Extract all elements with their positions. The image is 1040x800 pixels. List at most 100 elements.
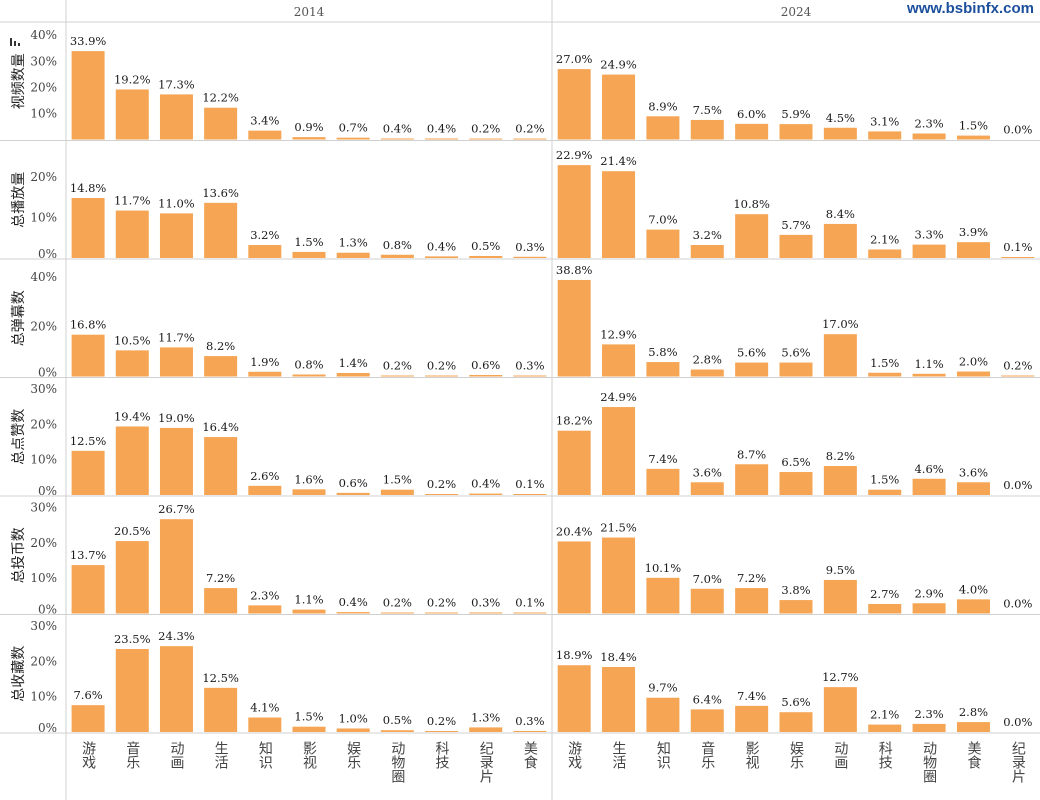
bar-value-label: 27.0% — [556, 52, 593, 66]
bar-value-label: 3.8% — [781, 583, 810, 597]
bar — [115, 350, 149, 377]
bar-value-label: 5.6% — [781, 695, 810, 709]
bar — [557, 279, 591, 377]
bar-value-label: 2.8% — [693, 353, 722, 367]
bar-value-label: 38.8% — [556, 263, 593, 277]
category-label: 影视 — [744, 741, 760, 770]
bar — [336, 612, 370, 614]
column-title: 2014 — [294, 5, 325, 19]
bar-value-label: 24.3% — [158, 629, 195, 643]
bar — [159, 94, 193, 140]
watermark-text: www.bsbinfx.com — [907, 0, 1034, 17]
bar — [248, 245, 282, 258]
bar — [912, 603, 946, 614]
bar-value-label: 2.0% — [959, 355, 988, 369]
bar — [159, 519, 193, 614]
row-label: 总播放量 — [11, 172, 27, 228]
bar-value-label: 7.2% — [206, 571, 235, 585]
bar — [292, 489, 326, 495]
bar-value-label: 8.7% — [737, 447, 766, 461]
bar-value-label: 21.5% — [600, 521, 637, 535]
y-tick-label: 0% — [38, 366, 57, 380]
bar-value-label: 26.7% — [158, 502, 195, 516]
bar-value-label: 3.2% — [693, 228, 722, 242]
bar — [690, 245, 724, 258]
bar — [602, 537, 636, 614]
bar — [425, 138, 459, 140]
bar — [469, 727, 503, 732]
bar — [602, 407, 636, 495]
bar — [336, 728, 370, 732]
bar-value-label: 0.3% — [515, 240, 544, 254]
bar — [1001, 257, 1035, 258]
category-label: 娱乐 — [788, 741, 804, 769]
y-tick-label: 30% — [30, 501, 57, 515]
bar — [204, 356, 238, 377]
y-tick-label: 10% — [30, 571, 57, 585]
bar-value-label: 19.4% — [114, 409, 151, 423]
bar-value-label: 5.6% — [737, 346, 766, 360]
bar — [425, 256, 459, 258]
bar — [115, 541, 149, 614]
bar-value-label: 1.1% — [914, 357, 943, 371]
bar — [425, 731, 459, 732]
bar-value-label: 7.6% — [73, 688, 102, 702]
y-tick-label: 0% — [38, 484, 57, 498]
y-tick-label: 20% — [30, 654, 57, 668]
bar — [646, 468, 680, 495]
bar — [779, 124, 813, 140]
bar-value-label: 17.0% — [822, 317, 859, 331]
bar — [336, 137, 370, 140]
bar — [292, 609, 326, 614]
bar — [646, 577, 680, 614]
bar — [779, 234, 813, 258]
bar — [868, 131, 902, 140]
bar-value-label: 8.9% — [648, 99, 677, 113]
bar — [71, 51, 105, 140]
bar-value-label: 13.6% — [202, 186, 239, 200]
bar — [823, 687, 857, 732]
bar — [868, 372, 902, 377]
bar-value-label: 11.0% — [158, 196, 195, 210]
bar — [292, 137, 326, 140]
bar-value-label: 0.2% — [383, 596, 412, 610]
bar — [956, 482, 990, 495]
bar — [513, 612, 547, 614]
y-tick-label: 40% — [30, 270, 57, 284]
category-label: 纪录片 — [478, 741, 494, 783]
bar — [71, 450, 105, 495]
bar — [513, 256, 547, 258]
bar-value-label: 5.6% — [781, 346, 810, 360]
bar-value-label: 0.8% — [294, 358, 323, 372]
bar — [823, 466, 857, 495]
bar — [779, 472, 813, 495]
bar-value-label: 1.5% — [383, 473, 412, 487]
bar-value-label: 0.3% — [515, 359, 544, 373]
bar-value-label: 12.5% — [70, 434, 107, 448]
bar — [469, 138, 503, 140]
bar — [71, 334, 105, 377]
bar — [248, 130, 282, 140]
category-label: 生活 — [213, 741, 229, 769]
bar — [557, 430, 591, 495]
row-label: 总收藏数 — [11, 646, 27, 702]
bar-value-label: 2.1% — [870, 708, 899, 722]
category-label: 科技 — [434, 741, 450, 770]
bar-value-label: 6.5% — [781, 455, 810, 469]
bar-value-label: 10.1% — [645, 561, 682, 575]
y-tick-label: 20% — [30, 417, 57, 431]
bar — [646, 116, 680, 140]
bar — [469, 493, 503, 495]
bar-value-label: 20.4% — [556, 524, 593, 538]
category-label: 游戏 — [80, 741, 96, 770]
bar-value-label: 0.0% — [1003, 597, 1032, 611]
bar — [956, 242, 990, 258]
bar — [912, 133, 946, 140]
bar — [115, 210, 149, 258]
bar — [159, 646, 193, 732]
bar — [159, 427, 193, 495]
bar-value-label: 2.1% — [870, 232, 899, 246]
bar-value-label: 5.8% — [648, 345, 677, 359]
